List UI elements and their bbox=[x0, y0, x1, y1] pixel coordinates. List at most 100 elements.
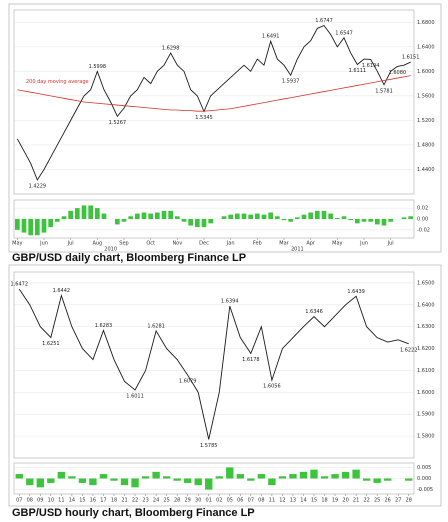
x-tick-label: 28 bbox=[174, 498, 180, 504]
indicator-bar bbox=[405, 478, 413, 481]
indicator-bar bbox=[26, 478, 34, 486]
y-tick-label: 1.5800 bbox=[417, 434, 435, 440]
indicator-bar bbox=[261, 214, 267, 219]
plot-area bbox=[13, 9, 415, 195]
price-annotation: 1.6251 bbox=[42, 341, 60, 347]
price-annotation: 1.4229 bbox=[29, 183, 47, 189]
x-tick-label: 07 bbox=[16, 498, 22, 504]
x-tick-label: 02 bbox=[216, 498, 222, 504]
x-tick-label: 25 bbox=[163, 498, 169, 504]
price-annotation: 1.6056 bbox=[263, 384, 281, 390]
x-tick-label: 05 bbox=[227, 498, 233, 504]
indicator-bar bbox=[341, 216, 347, 219]
y-tick-label: 1.5600 bbox=[417, 93, 435, 99]
indicator-bar bbox=[188, 219, 193, 226]
year-label: 2010 bbox=[104, 247, 117, 253]
indicator-bar bbox=[308, 212, 313, 219]
indicator-bar bbox=[57, 471, 66, 479]
x-tick-label: 07 bbox=[248, 498, 254, 504]
indicator-bar bbox=[373, 478, 381, 483]
indicator-tick-label: 0.000 bbox=[417, 476, 431, 482]
price-annotation: 1.6442 bbox=[53, 288, 71, 294]
indicator-bar bbox=[99, 474, 108, 479]
y-tick-label: 1.6400 bbox=[417, 302, 435, 308]
indicator-bar bbox=[120, 478, 129, 486]
indicator-bar bbox=[228, 214, 233, 219]
indicator-bar bbox=[226, 467, 234, 479]
x-tick-label: 18 bbox=[111, 498, 117, 504]
x-tick-label: Mar bbox=[279, 241, 289, 247]
x-tick-label: Sep bbox=[119, 241, 128, 247]
indicator-bar bbox=[68, 210, 73, 219]
x-tick-label: Jun bbox=[359, 241, 368, 247]
indicator-bar bbox=[236, 474, 244, 479]
indicator-bar bbox=[355, 219, 360, 224]
y-tick-label: 1.6200 bbox=[417, 346, 435, 352]
indicator-bar bbox=[257, 474, 266, 479]
price-line bbox=[18, 288, 409, 440]
x-tick-label: Dec bbox=[199, 241, 209, 247]
x-tick-label: May bbox=[332, 241, 342, 247]
x-tick-label: 08 bbox=[27, 498, 33, 504]
price-annotation: 1.6439 bbox=[347, 289, 365, 295]
y-tick-label: 1.6100 bbox=[417, 368, 435, 374]
indicator-bar bbox=[61, 216, 67, 219]
x-tick-label: 12 bbox=[279, 498, 285, 504]
y-tick-label: 1.4800 bbox=[417, 142, 435, 148]
indicator-tick-label: 0.00 bbox=[417, 217, 428, 223]
indicator-bar bbox=[241, 213, 247, 219]
indicator-bar bbox=[361, 219, 367, 222]
y-tick-label: 1.6300 bbox=[417, 324, 435, 330]
indicator-bar bbox=[301, 214, 307, 219]
plot-area bbox=[13, 271, 415, 459]
price-line bbox=[16, 24, 411, 181]
x-tick-label: 28 bbox=[406, 498, 412, 504]
x-tick-label: 15 bbox=[311, 498, 317, 504]
x-tick-label: 19 bbox=[332, 498, 338, 504]
indicator-bar bbox=[28, 219, 33, 236]
indicator-bar bbox=[135, 213, 140, 219]
indicator-bar bbox=[215, 476, 223, 479]
indicator-bar bbox=[68, 476, 76, 479]
indicator-bar bbox=[162, 476, 171, 479]
indicator-bar bbox=[175, 216, 180, 219]
x-tick-label: 15 bbox=[79, 498, 85, 504]
indicator-bar bbox=[289, 474, 297, 479]
indicator-bar bbox=[195, 219, 200, 228]
y-tick-label: 1.5900 bbox=[417, 412, 435, 418]
indicator-bar bbox=[101, 213, 107, 219]
price-annotation: 1.6298 bbox=[162, 46, 180, 52]
moving-average-line bbox=[17, 75, 411, 112]
x-tick-label: 21 bbox=[121, 498, 127, 504]
x-tick-label: Jun bbox=[39, 241, 48, 247]
indicator-bar bbox=[321, 210, 327, 219]
x-tick-label: 18 bbox=[321, 498, 327, 504]
price-annotation: 1.6111 bbox=[349, 68, 367, 74]
price-annotation: 1.6491 bbox=[262, 34, 280, 40]
x-tick-label: 09 bbox=[37, 498, 43, 504]
indicator-bar bbox=[295, 217, 300, 219]
year-label: 2011 bbox=[291, 247, 304, 253]
indicator-bar bbox=[320, 476, 329, 479]
x-tick-label: 22 bbox=[363, 498, 369, 504]
indicator-bar bbox=[181, 219, 187, 222]
x-tick-label: 13 bbox=[290, 498, 296, 504]
indicator-bar bbox=[201, 219, 207, 228]
chart-frame bbox=[8, 3, 442, 253]
indicator-bar bbox=[128, 216, 133, 219]
indicator-bar bbox=[208, 219, 213, 224]
indicator-bar bbox=[368, 219, 373, 222]
x-tick-label: 27 bbox=[395, 498, 401, 504]
x-tick-label: 17 bbox=[100, 498, 106, 504]
indicator-bar bbox=[375, 219, 380, 225]
x-tick-label: 08 bbox=[258, 498, 264, 504]
x-tick-label: 26 bbox=[384, 498, 390, 504]
indicator-bar bbox=[388, 219, 393, 222]
price-annotation: 1.6222 bbox=[400, 347, 418, 353]
indicator-bar bbox=[281, 219, 287, 221]
indicator-tick-label: -0.005 bbox=[417, 487, 433, 493]
x-tick-label: Nov bbox=[172, 241, 182, 247]
indicator-bar bbox=[173, 478, 181, 481]
indicator-bar bbox=[78, 478, 87, 483]
